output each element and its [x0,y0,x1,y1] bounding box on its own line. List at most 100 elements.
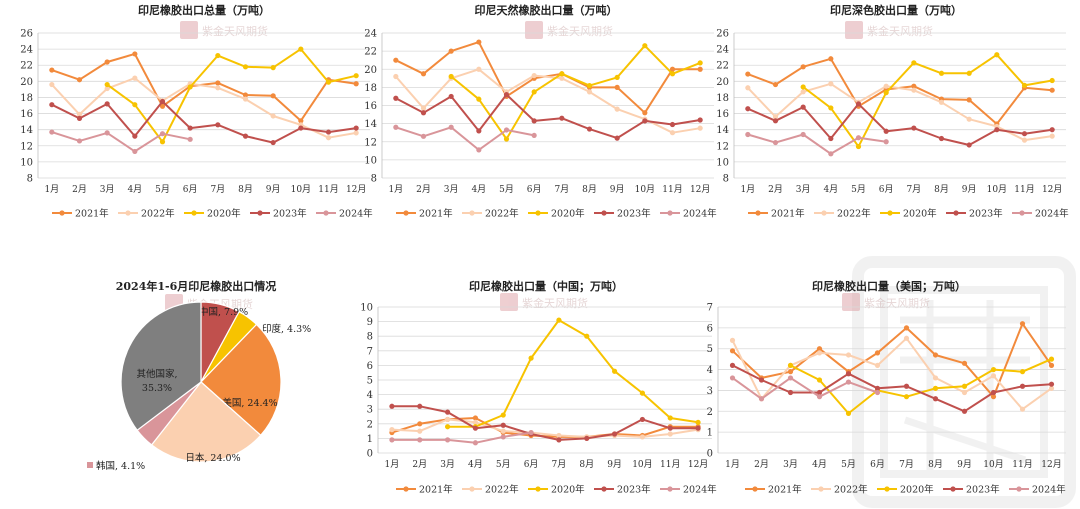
y-tick-label: 12 [20,141,33,152]
y-tick-label: 2 [367,419,373,430]
series-2020年 [800,52,1055,150]
watermark-badge [180,21,198,39]
data-point [556,432,562,439]
data-point [132,133,138,139]
series-2020年 [104,46,359,145]
x-tick-label: 3月 [100,184,115,195]
x-tick-label: 3月 [444,184,459,195]
series-line [747,82,1053,142]
y-tick-label: 7 [707,303,713,314]
legend: 2021年 2022年 2020年 2023年 2024年 [396,484,717,496]
data-point [639,434,646,440]
series-2024年 [389,429,534,446]
legend-label: 2021年 [75,208,109,220]
legend-item: 2022年 [814,208,871,220]
data-point [669,130,676,136]
y-tick-label: 5 [367,376,373,387]
data-point [816,346,823,352]
legend-label: 2022年 [834,484,868,496]
legend-label: 2020年 [903,208,937,220]
series-2022年 [745,81,1055,143]
x-tick-label: 7月 [899,459,914,470]
data-point [159,98,166,105]
data-point [559,71,565,77]
y-tick-label: 14 [716,125,729,136]
data-point [745,106,751,112]
y-tick-label: 0 [707,449,713,460]
data-point [816,377,823,383]
data-point [1049,127,1055,133]
pie-label: 中国, 7.9% [199,306,248,318]
x-tick-label: 8月 [934,184,949,195]
x-tick-label: 2月 [72,184,87,195]
data-point [187,84,193,90]
data-point [614,135,620,141]
legend-marker [403,486,409,492]
legend-marker [755,210,761,216]
pie-label: 美国, 24.4% [222,397,277,409]
series-line [732,364,1052,413]
data-point [669,71,676,77]
legend-label: 2023年 [966,484,1000,496]
chart-export-destination-pie: 2024年1-6月印尼橡胶出口情况紫金天风期货中国, 7.9%印度, 4.3%美… [87,279,311,472]
data-point [800,64,806,70]
legend-item: 2022年 [462,208,519,220]
x-tick-label: 9月 [610,184,625,195]
data-point [242,96,249,102]
x-tick-label: 3月 [440,459,455,470]
data-point [476,96,482,102]
data-point [476,128,482,134]
data-point [584,333,590,339]
data-point [417,437,423,443]
legend-item: 2024年 [660,208,717,220]
legend-label: 2024年 [1032,484,1066,496]
data-point [270,65,276,71]
y-tick-label: 18 [364,83,377,94]
watermark-badge [845,21,863,39]
y-tick-label: 10 [360,303,373,314]
data-point [816,389,823,396]
y-tick-label: 3 [367,405,373,416]
x-tick-label: 10月 [291,184,311,195]
data-point [531,72,537,79]
data-point [828,56,834,62]
legend-marker [601,210,607,216]
x-tick-label: 7月 [210,184,225,195]
pie-slice-美国 [200,323,282,437]
data-point [389,427,395,433]
data-point [855,143,862,150]
series-2023年 [745,101,1055,148]
data-point [932,375,939,381]
x-tick-label: 5月 [155,184,170,195]
data-point [531,132,537,139]
watermark-text: 紫金天风期货 [522,296,588,310]
data-point [298,118,304,124]
data-point [938,135,945,142]
data-point [990,394,997,400]
data-point [528,355,534,361]
data-point [1021,137,1028,143]
data-point [472,415,479,421]
x-tick-label: 12月 [688,459,708,470]
series-line [731,337,1053,411]
data-point [787,375,794,381]
data-point [966,70,972,76]
data-point [874,389,881,396]
data-point [76,77,83,83]
data-point [500,428,506,434]
data-point [586,89,593,95]
data-point [903,394,910,400]
data-point [695,419,701,425]
legend-marker [953,210,959,216]
data-point [1019,383,1026,389]
data-point [389,437,395,443]
data-point [448,93,454,100]
legend-item: 2020年 [877,484,934,496]
data-point [816,394,823,400]
data-point [159,139,166,145]
data-point [586,82,593,89]
data-point [132,51,138,57]
y-tick-label: 24 [716,45,729,56]
data-point [745,71,751,77]
legend-marker [667,210,673,216]
